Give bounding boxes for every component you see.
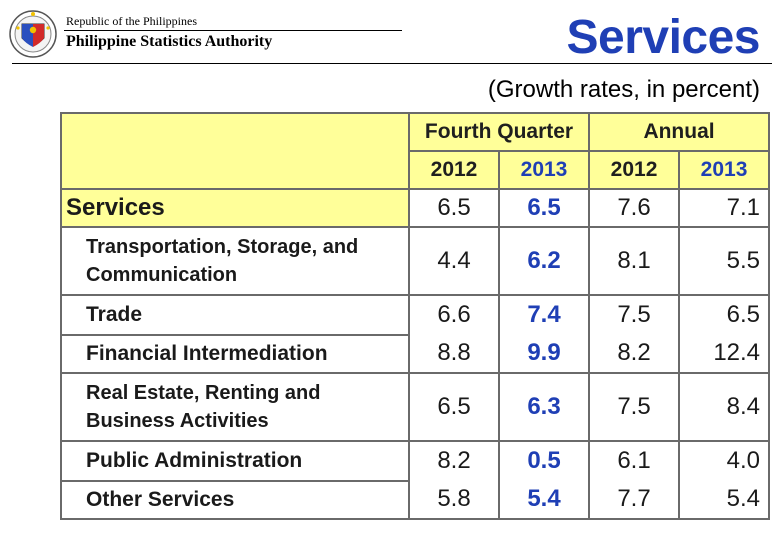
services-growth-table: Fourth Quarter Annual 2012 2013 2012 201… [60,112,771,520]
cell-pair: 6.6 8.8 [408,294,500,374]
cell-value: 7.4 [527,301,561,328]
page-subtitle: (Growth rates, in percent) [487,76,760,103]
cell-value: 6.5 [408,372,500,442]
cell-value: 6.6 [437,301,471,328]
page-title: Services [566,11,760,64]
cell-value: 5.4 [527,485,561,512]
row-label-line2: Business Activities [86,410,269,432]
row-label: Other Services [60,480,410,520]
cell-value: 6.3 [497,372,591,442]
cell-value: 8.2 [617,339,651,366]
header-year-a-2012: 2012 [588,150,681,190]
cell-value: 4.0 [726,447,761,474]
header-blank-cell [60,112,410,190]
table-row-public-admin: Public Administration 8.2 5.8 0.5 5.4 6.… [60,440,771,520]
cell-value: 7.7 [617,485,651,512]
cell-value: 5.8 [437,485,471,512]
cell-pair: 8.2 5.8 [408,440,500,520]
cell-value: 7.5 [588,372,681,442]
row-label: Real Estate, Renting and Business Activi… [60,372,410,442]
cell-value: 5.4 [726,485,761,512]
cell-value: 6.5 [497,188,591,228]
cell-value: 5.5 [678,226,771,296]
cell-value: 7.1 [678,188,771,228]
table-row-real-estate: Real Estate, Renting and Business Activi… [60,372,771,442]
table-row-transportation: Transportation, Storage, and Communicati… [60,226,771,296]
cell-value: 8.2 [437,447,471,474]
row-label: Trade [60,294,410,336]
table-row-services: Services 6.5 6.5 7.6 7.1 [60,188,771,228]
header-year-q-2013: 2013 [497,150,591,190]
cell-pair: 0.5 5.4 [497,440,591,520]
cell-value: 6.5 [408,188,500,228]
cell-pair: 6.1 7.7 [588,440,681,520]
cell-value: 12.4 [713,339,761,366]
cell-value: 4.4 [408,226,500,296]
cell-value: 8.8 [437,339,471,366]
row-label-line1: Transportation, Storage, and [86,236,359,258]
psa-seal-logo [8,6,58,62]
header-year-q-2012: 2012 [408,150,500,190]
row-label: Public Administration [60,440,410,482]
table-row-financial: Financial Intermediation [60,334,769,374]
cell-value: 6.1 [617,447,651,474]
cell-value: 8.4 [678,372,771,442]
table-header-years: 2012 2013 2012 2013 [61,150,771,190]
cell-value: 7.5 [617,301,651,328]
row-label: Financial Intermediation [60,334,410,374]
cell-pair: 6.5 12.4 [678,294,771,374]
republic-label: Republic of the Philippines [66,14,197,28]
cell-pair: 7.5 8.2 [588,294,681,374]
header-rule [12,63,772,64]
table-header-groups: Fourth Quarter Annual [60,112,771,190]
cell-value: 0.5 [527,447,561,474]
table-row-other-services: Other Services [60,480,769,520]
header-year-a-2013: 2013 [678,150,771,190]
row-label-line2: Communication [86,264,238,286]
agency-name: Philippine Statistics Authority [66,33,273,50]
row-label-line1: Real Estate, Renting and [86,382,321,404]
row-label: Transportation, Storage, and Communicati… [60,226,410,296]
cell-value: 8.1 [588,226,681,296]
cell-value: 7.6 [588,188,681,228]
cell-value: 9.9 [527,339,561,366]
cell-value: 6.2 [497,226,591,296]
cell-pair: 7.4 9.9 [497,294,591,374]
cell-pair: 4.0 5.4 [678,440,771,520]
row-label: Services [60,188,410,228]
table-row-trade: Trade 6.6 8.8 7.4 9.9 7.5 8.2 6.5 12.4 [60,294,771,374]
header-fourth-quarter: Fourth Quarter [407,112,591,152]
agency-underline [64,30,402,31]
cell-value: 6.5 [726,301,761,328]
header-annual: Annual [588,112,771,152]
